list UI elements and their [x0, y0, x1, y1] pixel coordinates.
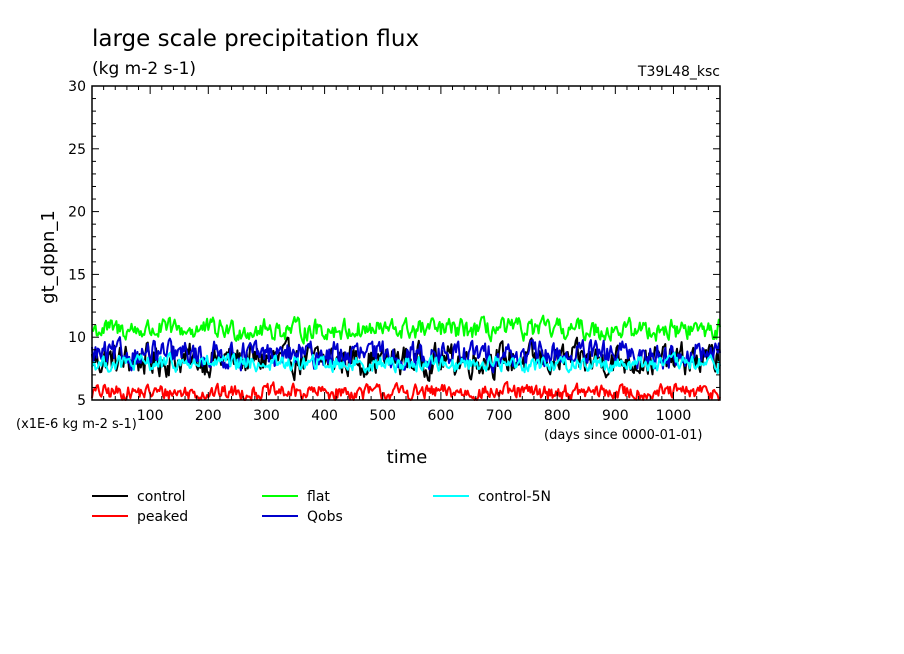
legend-label: control — [137, 489, 186, 505]
x-unit-note: (days since 0000-01-01) — [544, 428, 702, 443]
x-tick-label: 100 — [137, 408, 164, 424]
y-axis-label: gt_dppn_1 — [38, 210, 59, 304]
series-line-flat — [91, 314, 721, 345]
series-layer — [91, 314, 721, 401]
x-tick-label: 600 — [428, 408, 455, 424]
legend-label: peaked — [137, 509, 188, 525]
y-tick-label: 20 — [68, 205, 86, 221]
x-tick-label: 200 — [195, 408, 222, 424]
x-tick-label: 400 — [311, 408, 338, 424]
chart-subtitle: (kg m-2 s-1) — [92, 59, 196, 79]
y-tick-label: 15 — [68, 267, 86, 283]
legend-label: Qobs — [307, 509, 343, 525]
legend-item-peaked: peaked — [92, 509, 188, 525]
series-line-control-5n — [91, 351, 721, 375]
axes — [91, 85, 721, 401]
legend-label: flat — [307, 489, 330, 505]
x-tick-label: 1000 — [656, 408, 692, 424]
x-tick-label: 500 — [369, 408, 396, 424]
y-tick-label: 5 — [77, 393, 86, 409]
legend: control flat control-5N peaked Qobs — [92, 489, 551, 525]
chart-title: large scale precipitation flux — [92, 26, 419, 52]
y-tick-label: 10 — [68, 330, 86, 346]
legend-label: control-5N — [478, 489, 551, 505]
x-tick-label: 800 — [544, 408, 571, 424]
x-tick-label: 300 — [253, 408, 280, 424]
y-tick-label: 25 — [68, 142, 86, 158]
y-scale-note: (x1E-6 kg m-2 s-1) — [16, 417, 137, 432]
legend-item-qobs: Qobs — [262, 509, 343, 525]
legend-item-control-5n: control-5N — [433, 489, 551, 505]
run-label: T39L48_ksc — [637, 64, 720, 80]
x-tick-label: 700 — [486, 408, 513, 424]
legend-item-control: control — [92, 489, 186, 505]
y-tick-label: 30 — [68, 79, 86, 95]
legend-item-flat: flat — [262, 489, 330, 505]
x-axis-label: time — [387, 447, 428, 468]
tick-labels: 5 10 15 20 25 30 100 200 300 400 500 600 700 800 900 10… — [68, 79, 691, 424]
x-tick-label: 900 — [602, 408, 629, 424]
